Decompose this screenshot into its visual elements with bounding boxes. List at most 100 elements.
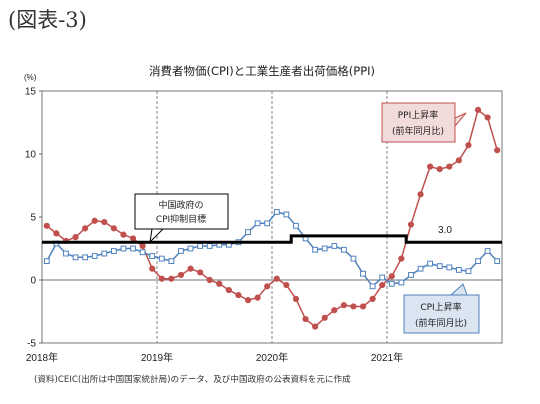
cpi-point-8 bbox=[120, 245, 127, 252]
target-callout: 中国政府の CPI抑制目標 bbox=[134, 193, 229, 244]
y-axis-unit: (%) bbox=[24, 73, 37, 82]
cpi-point-24 bbox=[273, 209, 280, 215]
ppi-point-40 bbox=[427, 163, 434, 170]
cpi-point-5 bbox=[91, 253, 98, 259]
cpi-point-22 bbox=[254, 220, 261, 227]
ppi-point-46 bbox=[484, 114, 491, 121]
cpi-point-28 bbox=[312, 246, 319, 253]
cpi-point-26 bbox=[293, 222, 299, 229]
cpi-point-4 bbox=[82, 254, 89, 261]
ppi-point-33 bbox=[359, 303, 367, 310]
ppi-point-14 bbox=[177, 271, 185, 279]
ppi-point-32 bbox=[350, 303, 357, 310]
cpi-point-30 bbox=[331, 243, 338, 249]
ppi-point-10 bbox=[139, 242, 146, 250]
cpi-point-38 bbox=[408, 272, 414, 278]
cpi-point-11 bbox=[149, 253, 156, 259]
cpi-point-7 bbox=[110, 248, 117, 254]
cpi-point-43 bbox=[455, 267, 462, 273]
x-tick-label-3: 2021年 bbox=[371, 351, 403, 364]
target-value-label: 3.0 bbox=[438, 225, 452, 236]
cpi-point-15 bbox=[187, 245, 194, 252]
ppi-point-1 bbox=[53, 230, 60, 237]
x-tick-label-0: 2018年 bbox=[26, 351, 58, 364]
target-line bbox=[42, 234, 502, 244]
ppi-point-11 bbox=[149, 265, 156, 272]
ppi-point-43 bbox=[455, 157, 462, 164]
cpi-point-17 bbox=[206, 243, 213, 249]
cpi-point-41 bbox=[436, 263, 443, 270]
cpi-point-21 bbox=[245, 229, 251, 236]
ppi-point-15 bbox=[187, 265, 194, 272]
ppi-point-42 bbox=[446, 163, 453, 170]
ppi-point-44 bbox=[465, 142, 472, 149]
ppi-callout-box bbox=[381, 102, 467, 143]
cpi-point-35 bbox=[379, 274, 386, 281]
cpi-point-16 bbox=[197, 243, 204, 249]
cpi-point-33 bbox=[360, 270, 366, 277]
cpi-callout-line1: CPI上昇率 bbox=[420, 301, 461, 313]
ppi-point-34 bbox=[369, 295, 376, 302]
target-callout-box bbox=[134, 193, 229, 244]
ppi-point-25 bbox=[283, 281, 290, 289]
axis-layer: -5 0 5 10 15 2018年 2019年 2020年 2021年 bbox=[25, 87, 403, 365]
cpi-point-14 bbox=[178, 248, 184, 254]
ppi-point-5 bbox=[91, 217, 98, 224]
ppi-point-47 bbox=[494, 147, 501, 154]
ppi-point-8 bbox=[120, 231, 127, 238]
cpi-point-32 bbox=[350, 255, 357, 262]
ppi-point-4 bbox=[82, 225, 89, 232]
ppi-point-0 bbox=[43, 222, 50, 229]
ppi-point-21 bbox=[244, 297, 252, 304]
ppi-point-3 bbox=[72, 234, 79, 241]
series-layer bbox=[42, 106, 502, 330]
ppi-point-31 bbox=[340, 302, 347, 309]
cpi-point-10 bbox=[139, 249, 146, 256]
ppi-point-24 bbox=[273, 275, 280, 282]
cpi-point-36 bbox=[388, 280, 395, 287]
ppi-point-20 bbox=[235, 292, 242, 299]
cpi-point-23 bbox=[264, 220, 271, 227]
ppi-point-9 bbox=[129, 235, 137, 242]
ppi-point-37 bbox=[398, 255, 405, 262]
target-callout-line2: CPI抑制目標 bbox=[156, 213, 206, 225]
ppi-point-16 bbox=[197, 269, 204, 276]
cpi-point-2 bbox=[63, 250, 69, 257]
cpi-point-29 bbox=[321, 245, 328, 252]
y-tick-label-4: 15 bbox=[25, 87, 37, 98]
cpi-point-37 bbox=[398, 279, 405, 286]
cpi-point-39 bbox=[417, 265, 424, 272]
y-tick-label-2: 5 bbox=[30, 213, 36, 224]
cpi-point-0 bbox=[43, 258, 50, 265]
y-tick-label-0: -5 bbox=[27, 339, 36, 350]
ppi-point-17 bbox=[206, 276, 213, 284]
ppi-callout-line2: (前年同月比) bbox=[392, 125, 444, 137]
ppi-point-45 bbox=[474, 106, 482, 114]
cpi-point-47 bbox=[494, 258, 501, 265]
figure-label: (図表-3) bbox=[8, 8, 87, 32]
cpi-point-42 bbox=[446, 264, 453, 271]
cpi-point-12 bbox=[158, 255, 165, 262]
y-tick-label-1: 0 bbox=[30, 276, 36, 287]
ppi-point-6 bbox=[101, 218, 108, 226]
cpi-point-45 bbox=[475, 258, 481, 265]
cpi-point-34 bbox=[369, 283, 376, 290]
ppi-callout-line1: PPI上昇率 bbox=[398, 109, 439, 121]
cpi-point-44 bbox=[465, 268, 472, 275]
ppi-point-39 bbox=[417, 191, 424, 198]
ppi-callout: PPI上昇率 (前年同月比) bbox=[381, 102, 467, 143]
cpi-point-13 bbox=[168, 258, 175, 265]
ppi-point-13 bbox=[168, 275, 175, 282]
cpi-point-25 bbox=[283, 211, 290, 218]
ppi-point-22 bbox=[254, 294, 261, 301]
ppi-point-28 bbox=[312, 323, 319, 330]
ppi-point-26 bbox=[292, 295, 300, 302]
cpi-point-3 bbox=[72, 254, 79, 261]
target-callout-line1: 中国政府の bbox=[158, 199, 203, 211]
cpi-callout: CPI上昇率 (前年同月比) bbox=[403, 283, 480, 334]
ppi-point-12 bbox=[158, 275, 165, 282]
ppi-point-27 bbox=[302, 315, 309, 323]
cpi-point-6 bbox=[101, 250, 108, 257]
cpi-point-31 bbox=[340, 246, 347, 253]
ppi-point-35 bbox=[379, 281, 386, 289]
